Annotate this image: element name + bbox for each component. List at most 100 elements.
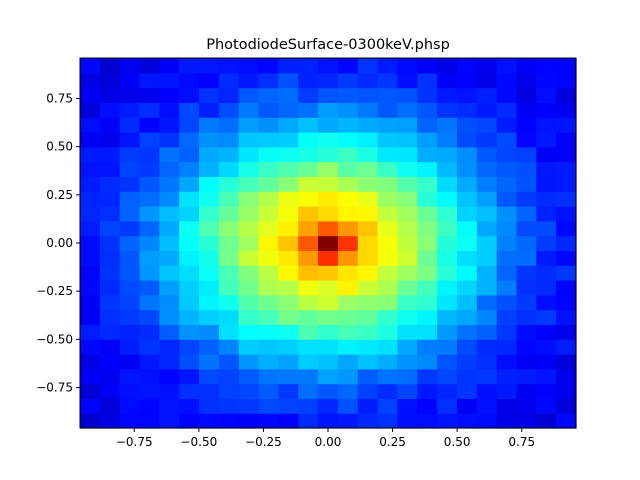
heatmap-cell [298, 398, 319, 414]
heatmap-cell [476, 220, 498, 237]
heatmap-cell [377, 354, 399, 370]
heatmap-cell [437, 398, 458, 414]
heatmap-cell [337, 206, 359, 222]
heatmap-cell [179, 235, 200, 251]
heatmap-cell [556, 339, 577, 355]
heatmap-cell [417, 235, 438, 251]
heatmap-cell [357, 220, 379, 237]
heatmap-cell [199, 132, 220, 148]
heatmap-cell [139, 235, 160, 251]
heatmap-cell [556, 235, 577, 251]
heatmap-cell [377, 72, 399, 89]
x-tick-label: −0.25 [245, 435, 282, 449]
heatmap-cell [99, 265, 121, 281]
heatmap-cell [99, 220, 121, 237]
heatmap-cell [397, 398, 418, 414]
heatmap-cell [536, 294, 557, 311]
heatmap-cell [516, 398, 537, 414]
heatmap-cell [556, 383, 577, 399]
heatmap-cell [516, 87, 537, 103]
heatmap-cell [159, 87, 180, 103]
heatmap-cell [119, 161, 141, 177]
heatmap-cell [258, 294, 279, 311]
heatmap-cell [556, 161, 577, 177]
heatmap-cell [437, 413, 458, 429]
heatmap-cell [159, 339, 180, 355]
heatmap-cell [199, 58, 220, 74]
heatmap-cell [377, 413, 399, 429]
heatmap-cell [99, 280, 121, 296]
heatmap-cell [298, 294, 319, 311]
heatmap-cell [357, 146, 379, 163]
heatmap-cell [556, 265, 577, 281]
heatmap-cell [139, 339, 160, 355]
heatmap-cell [218, 102, 240, 118]
heatmap-cell [298, 206, 319, 222]
heatmap-cell [199, 309, 220, 325]
heatmap-cell [179, 87, 200, 103]
heatmap-cell [298, 220, 319, 237]
heatmap-cell [278, 102, 299, 118]
heatmap-cell [357, 324, 379, 340]
heatmap-cell [298, 102, 319, 118]
heatmap-cell [119, 235, 141, 251]
heatmap-cell [159, 265, 180, 281]
heatmap-cell [99, 309, 121, 325]
heatmap-cell [556, 58, 577, 74]
heatmap-cell [278, 398, 299, 414]
heatmap-cell [119, 102, 141, 118]
heatmap-cell [496, 294, 518, 311]
heatmap-cell [357, 339, 379, 355]
heatmap-cell [218, 206, 240, 222]
heatmap-cell [119, 72, 141, 89]
heatmap-cell [496, 265, 518, 281]
heatmap-cell [536, 398, 557, 414]
heatmap-cell [496, 383, 518, 399]
heatmap-cell [536, 413, 557, 429]
heatmap-cell [218, 294, 240, 311]
heatmap-cell [139, 250, 160, 266]
heatmap-cell [496, 413, 518, 429]
heatmap-cell [556, 191, 577, 207]
heatmap-cell [159, 280, 180, 296]
heatmap-cell [218, 58, 240, 74]
heatmap-cell [496, 220, 518, 237]
heatmap-cell [456, 220, 478, 237]
heatmap-cell [377, 309, 399, 325]
heatmap-cell [218, 368, 240, 385]
heatmap-cell [456, 324, 478, 340]
heatmap-cell [437, 383, 458, 399]
heatmap-cell [298, 72, 319, 89]
heatmap-cell [258, 220, 279, 237]
x-axis-ticks: −0.75 −0.50 −0.25 0.00 0.25 0.50 0.75 [116, 428, 535, 449]
heatmap-cell [476, 117, 498, 133]
heatmap-cell [377, 398, 399, 414]
heatmap-cell [238, 206, 260, 222]
heatmap-cell [516, 383, 537, 399]
heatmap-cell [456, 102, 478, 118]
heatmap-cell [238, 132, 260, 148]
heatmap-cell [417, 354, 438, 370]
heatmap-cell [278, 220, 299, 237]
heatmap-cell [516, 368, 537, 385]
heatmap-cell [278, 176, 299, 192]
heatmap-cell [199, 235, 220, 251]
heatmap-cell [99, 146, 121, 163]
heatmap-cell [218, 235, 240, 251]
heatmap-cell [258, 339, 279, 355]
heatmap-cell [476, 309, 498, 325]
heatmap-cell [80, 206, 101, 222]
heatmap-cell [556, 324, 577, 340]
heatmap-cell [337, 132, 359, 148]
heatmap-cell [318, 294, 339, 311]
heatmap-cell [536, 339, 557, 355]
heatmap-cell [139, 324, 160, 340]
heatmap-cell [536, 161, 557, 177]
heatmap-cells [80, 58, 577, 429]
heatmap-cell [139, 265, 160, 281]
heatmap-cell [397, 117, 418, 133]
heatmap-cell [318, 58, 339, 74]
heatmap-cell [179, 368, 200, 385]
heatmap-cell [80, 294, 101, 311]
heatmap-cell [437, 324, 458, 340]
